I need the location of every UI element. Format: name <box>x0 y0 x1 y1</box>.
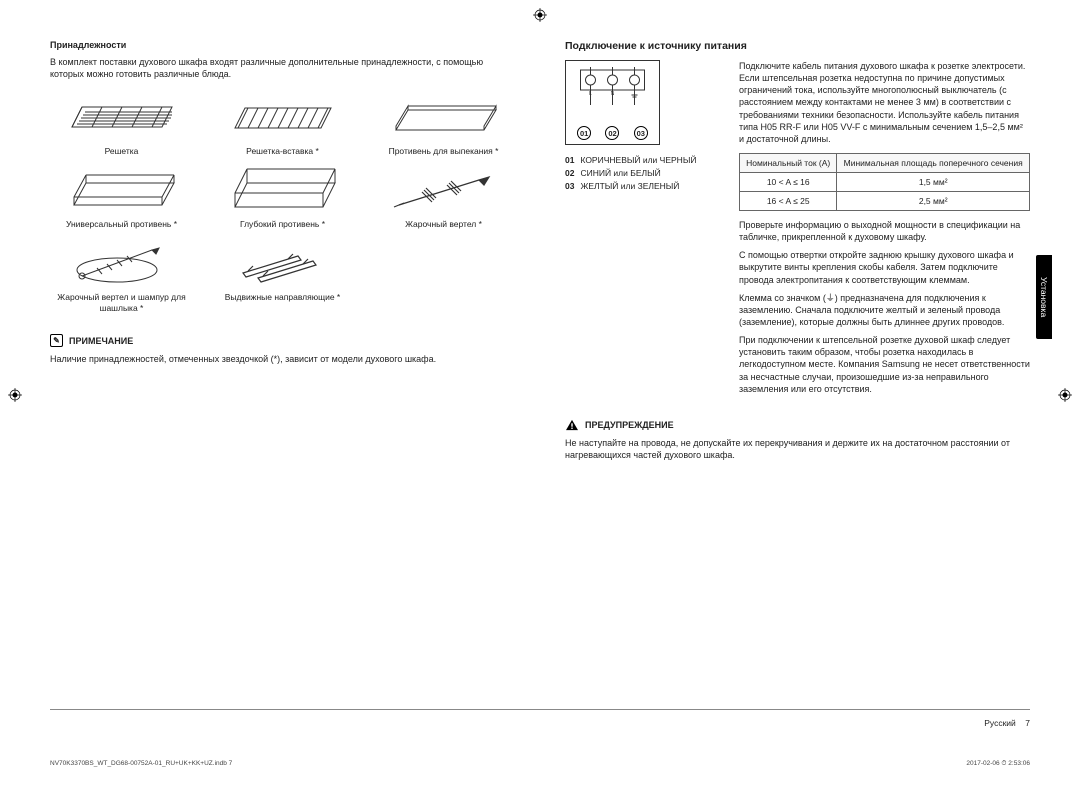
para5: При подключении к штепсельной розетке ду… <box>739 334 1030 395</box>
warning-icon <box>565 419 579 431</box>
para2: Проверьте информацию о выходной мощности… <box>739 219 1030 243</box>
para1: Подключите кабель питания духового шкафа… <box>739 60 1030 145</box>
accessory-label: Противень для выпекания * <box>372 146 515 157</box>
footer-lang: Русский <box>984 718 1016 728</box>
accessory-item: Жарочный вертел * <box>372 165 515 230</box>
wiring-diagram: L N 01 02 03 <box>565 60 660 145</box>
table-header: Минимальная площадь поперечного сечения <box>837 153 1030 172</box>
accessories-intro: В комплект поставки духового шкафа входя… <box>50 56 515 80</box>
left-column: Принадлежности В комплект поставки духов… <box>50 40 525 699</box>
accessory-item: Выдвижные направляющие * <box>211 238 354 314</box>
legend-num: 03 <box>565 181 574 191</box>
accessories-title: Принадлежности <box>50 40 515 50</box>
telescopic-rails-icon <box>211 238 354 288</box>
accessory-item: Противень для выпекания * <box>372 92 515 157</box>
accessory-label: Жарочный вертел и шампур для шашлыка * <box>50 292 193 314</box>
legend-num: 01 <box>565 155 574 165</box>
accessory-item: Жарочный вертел и шампур для шашлыка * <box>50 238 193 314</box>
legend-text: ЖЕЛТЫЙ или ЗЕЛЕНЫЙ <box>580 181 679 191</box>
accessory-label: Выдвижные направляющие * <box>211 292 354 303</box>
legend-text: КОРИЧНЕВЫЙ или ЧЕРНЫЙ <box>580 155 696 165</box>
document-info: NV70K3370BS_WT_DG68-00752A-01_RU+UK+KK+U… <box>50 760 1030 768</box>
docinfo-right: 2017-02-06 ⏱ 2:53:06 <box>966 760 1030 768</box>
wire-label: 02 <box>605 126 619 140</box>
rotisserie-icon <box>372 165 515 215</box>
note-title: ПРИМЕЧАНИЕ <box>69 336 133 346</box>
wire-insert-icon <box>211 92 354 142</box>
accessory-label: Глубокий противень * <box>211 219 354 230</box>
wiring-row: L N 01 02 03 01 КОРИЧНЕВЫЙ или ЧЕРНЫЙ 02 С… <box>565 60 1030 401</box>
table-cell: 16 < A ≤ 25 <box>740 191 837 210</box>
baking-tray-icon <box>372 92 515 142</box>
docinfo-left: NV70K3370BS_WT_DG68-00752A-01_RU+UK+KK+U… <box>50 760 232 768</box>
table-header: Номинальный ток (А) <box>740 153 837 172</box>
side-tab: Установка <box>1036 255 1052 339</box>
note-box: ✎ ПРИМЕЧАНИЕ Наличие принадлежностей, от… <box>50 334 515 365</box>
wiring-labels: 01 02 03 <box>570 126 655 140</box>
table-row: 10 < A ≤ 16 1,5 мм² <box>740 172 1030 191</box>
note-icon: ✎ <box>50 334 63 347</box>
accessory-item: Решетка-вставка * <box>211 92 354 157</box>
svg-text:L: L <box>589 91 592 97</box>
accessory-item: Глубокий противень * <box>211 165 354 230</box>
section-title: Подключение к источнику питания <box>565 40 1030 52</box>
crop-mark-top <box>533 8 547 22</box>
legend-num: 02 <box>565 168 574 178</box>
universal-tray-icon <box>50 165 193 215</box>
crop-mark-left <box>8 388 22 402</box>
wire-label: 03 <box>634 126 648 140</box>
accessory-item: Решетка <box>50 92 193 157</box>
para4: Клемма со значком (⏚) предназначена для … <box>739 292 1030 328</box>
accessory-label: Решетка-вставка * <box>211 146 354 157</box>
table-cell: 2,5 мм² <box>837 191 1030 210</box>
accessory-label: Универсальный противень * <box>50 219 193 230</box>
table-row: 16 < A ≤ 25 2,5 мм² <box>740 191 1030 210</box>
table-cell: 1,5 мм² <box>837 172 1030 191</box>
accessory-label: Решетка <box>50 146 193 157</box>
rotisserie-skewer-icon <box>50 238 193 288</box>
right-text-block: Подключите кабель питания духового шкафа… <box>739 60 1030 401</box>
legend-text: СИНИЙ или БЕЛЫЙ <box>580 168 660 178</box>
table-cell: 10 < A ≤ 16 <box>740 172 837 191</box>
warning-title: ПРЕДУПРЕЖДЕНИЕ <box>585 420 674 430</box>
accessories-grid: Решетка Решетка-вставка * Противень для … <box>50 92 515 314</box>
right-column: Подключение к источнику питания L N <box>555 40 1030 699</box>
footer-page: 7 <box>1025 718 1030 728</box>
crop-mark-right <box>1058 388 1072 402</box>
deep-tray-icon <box>211 165 354 215</box>
spec-table: Номинальный ток (А) Минимальная площадь … <box>739 153 1030 211</box>
accessory-item: Универсальный противень * <box>50 165 193 230</box>
wire-legend: 01 КОРИЧНЕВЫЙ или ЧЕРНЫЙ 02 СИНИЙ или БЕЛЫ… <box>565 155 725 191</box>
wire-label: 01 <box>577 126 591 140</box>
note-text: Наличие принадлежностей, отмеченных звез… <box>50 353 515 365</box>
page-content: Принадлежности В комплект поставки духов… <box>50 40 1030 710</box>
para3: С помощью отвертки откройте заднюю крышк… <box>739 249 1030 285</box>
svg-text:N: N <box>611 91 615 97</box>
page-footer: Русский 7 <box>50 718 1030 728</box>
wire-rack-icon <box>50 92 193 142</box>
note-header: ✎ ПРИМЕЧАНИЕ <box>50 334 515 347</box>
warning-header: ПРЕДУПРЕЖДЕНИЕ <box>565 419 1030 431</box>
warning-text: Не наступайте на провода, не допускайте … <box>565 437 1030 461</box>
accessory-label: Жарочный вертел * <box>372 219 515 230</box>
